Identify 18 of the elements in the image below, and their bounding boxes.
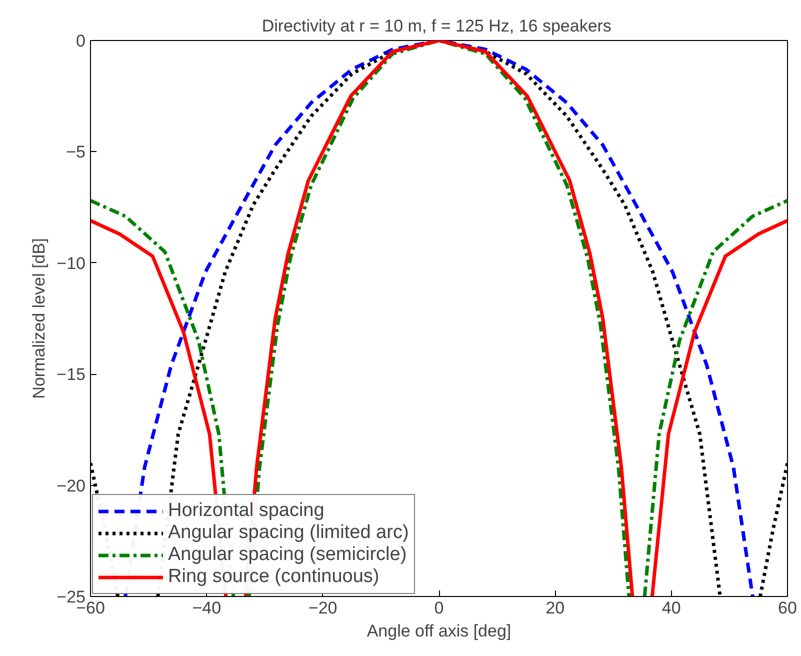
legend-label: Angular spacing (limited arc)	[168, 522, 409, 544]
x-tick-label: −20	[308, 598, 338, 618]
legend-label: Ring source (continuous)	[168, 566, 380, 588]
y-tick-label: −15	[56, 365, 86, 384]
x-tick-label: −40	[192, 598, 222, 618]
x-tick-label: 0	[434, 598, 444, 618]
x-tick-label: 40	[662, 598, 681, 618]
x-tick-label: 20	[546, 598, 565, 618]
y-axis-title: Normalized level [dB]	[30, 238, 49, 399]
x-tick-label: 60	[778, 598, 797, 618]
chart-title: Directivity at r = 10 m, f = 125 Hz, 16 speakers	[262, 16, 612, 36]
x-axis-title: Angle off axis [deg]	[366, 622, 512, 640]
y-tick-label: −10	[56, 254, 86, 273]
legend-label: Horizontal spacing	[168, 500, 324, 522]
y-tick-label: 0	[76, 32, 86, 50]
y-tick-label: −5	[66, 142, 86, 162]
y-tick-label: −20	[56, 476, 86, 496]
legend-label: Angular spacing (semicircle)	[168, 544, 407, 566]
